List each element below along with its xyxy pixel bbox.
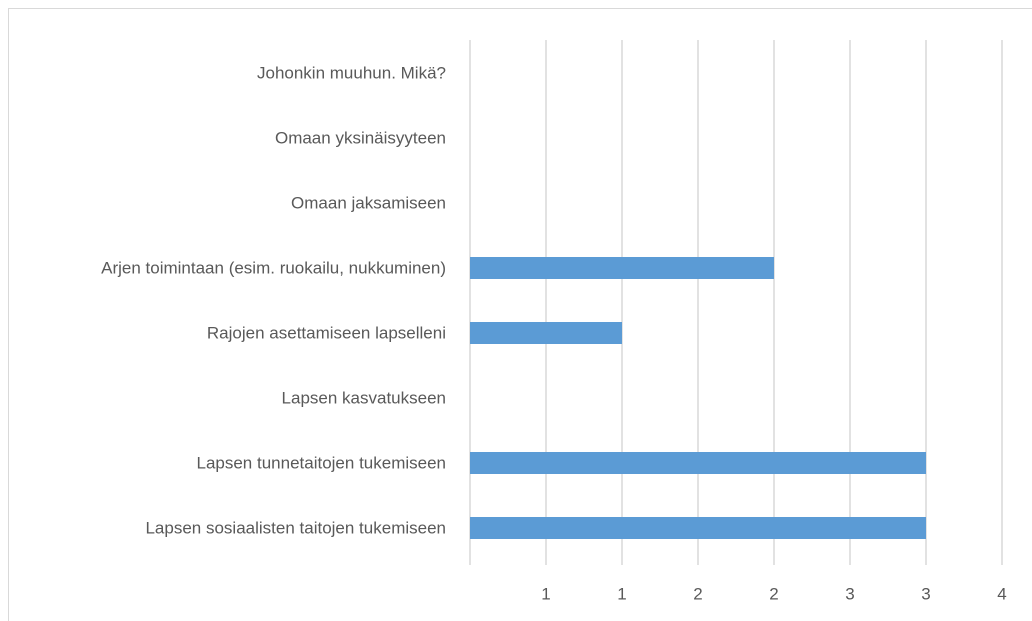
x-tick-label: 2 [769, 584, 778, 603]
bar [470, 517, 926, 539]
x-tick-label: 1 [541, 584, 550, 603]
bar [470, 452, 926, 474]
x-tick-label: 3 [921, 584, 930, 603]
bar [470, 257, 774, 279]
y-tick-label: Johonkin muuhun. Mikä? [256, 63, 446, 83]
y-tick-label: Omaan jaksamiseen [291, 193, 446, 213]
x-tick-label: 3 [845, 584, 854, 603]
y-tick-label: Rajojen asettamiseen lapselleni [206, 323, 446, 343]
y-tick-label: Lapsen sosiaalisten taitojen tukemiseen [145, 518, 446, 538]
bar [470, 322, 622, 344]
y-tick-label: Omaan yksinäisyyteen [274, 128, 446, 148]
y-tick-label: Arjen toimintaan (esim. ruokailu, nukkum… [101, 258, 446, 278]
chart-frame [8, 8, 1032, 621]
x-tick-label: 2 [693, 584, 702, 603]
x-tick-label: 1 [617, 584, 626, 603]
y-tick-label: Lapsen kasvatukseen [281, 388, 446, 408]
x-tick-label: 4 [997, 584, 1006, 603]
y-tick-label: Lapsen tunnetaitojen tukemiseen [196, 453, 446, 473]
